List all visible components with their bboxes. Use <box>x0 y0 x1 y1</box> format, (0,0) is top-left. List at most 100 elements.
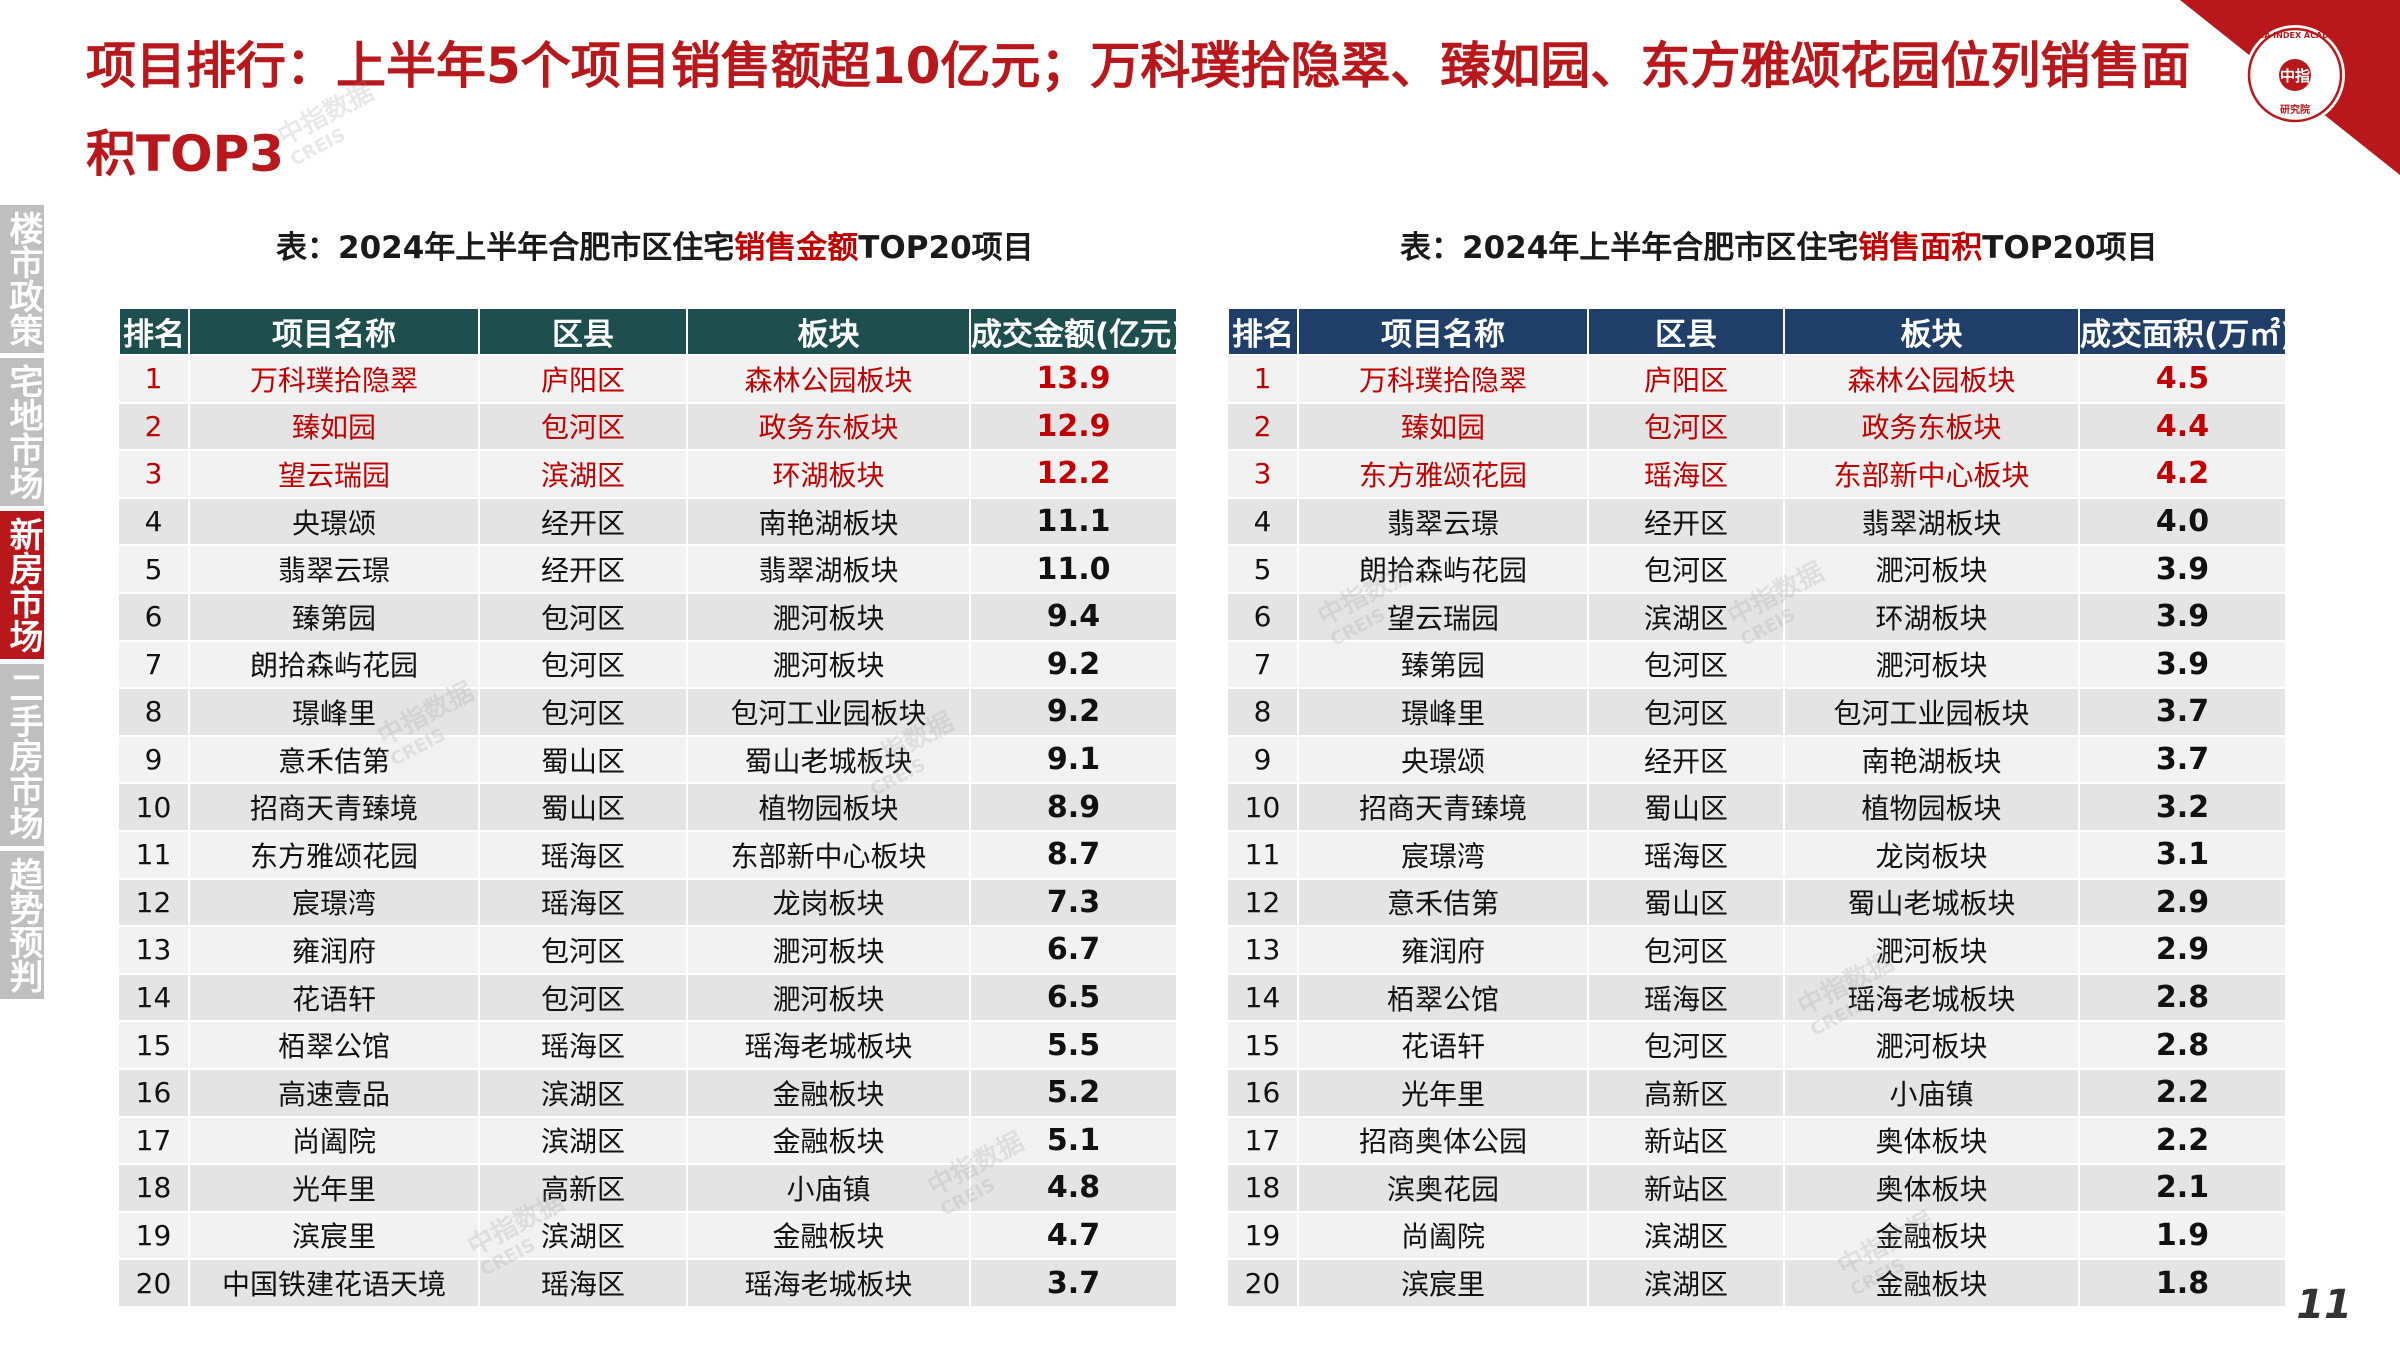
rank-cell: 8 <box>119 688 190 737</box>
header-rank: 排名 <box>1227 307 1299 356</box>
block-cell: 翡翠湖板块 <box>687 545 971 594</box>
value-cell: 8.7 <box>970 830 1178 880</box>
project-name-cell: 央璟颂 <box>189 497 480 547</box>
rank-cell: 15 <box>119 1021 190 1070</box>
block-cell: 奥体板块 <box>1784 1164 2080 1213</box>
project-name-cell: 光年里 <box>1298 1068 1589 1118</box>
value-cell: 4.5 <box>2079 355 2287 404</box>
project-name-cell: 花语轩 <box>189 973 480 1023</box>
district-cell: 经开区 <box>1588 735 1785 785</box>
logo-sub-text: 研究院 <box>2280 103 2310 116</box>
side-nav-item-policy[interactable]: 楼市政策 <box>0 205 44 353</box>
header-rank: 排名 <box>118 307 190 356</box>
district-cell: 蜀山区 <box>479 783 688 832</box>
value-cell: 3.1 <box>2079 830 2287 880</box>
block-cell: 南艳湖板块 <box>687 497 971 547</box>
block-cell: 淝河板块 <box>1784 640 2080 690</box>
block-cell: 瑶海老城板块 <box>687 1021 971 1070</box>
table-row: 7 臻第园 包河区 淝河板块 3.9 <box>1228 640 2287 690</box>
header-amount: 成交金额(亿元) <box>969 307 1178 356</box>
block-cell: 蜀山老城板块 <box>1784 878 2080 928</box>
table-row: 9 央璟颂 经开区 南艳湖板块 3.7 <box>1228 735 2287 785</box>
value-cell: 3.9 <box>2079 592 2287 642</box>
district-cell: 包河区 <box>1588 545 1785 594</box>
block-cell: 淝河板块 <box>687 973 971 1023</box>
rank-cell: 9 <box>1228 735 1299 785</box>
district-cell: 滨湖区 <box>479 1068 688 1118</box>
project-name-cell: 望云瑞园 <box>189 450 480 499</box>
value-cell: 2.9 <box>2079 926 2287 975</box>
value-cell: 4.7 <box>970 1211 1178 1261</box>
block-cell: 政务东板块 <box>687 402 971 452</box>
block-cell: 淝河板块 <box>687 592 971 642</box>
district-cell: 经开区 <box>1588 497 1785 547</box>
table-row: 1 万科璞拾隐翠 庐阳区 森林公园板块 13.9 <box>119 355 1178 404</box>
value-cell: 3.2 <box>2079 783 2287 832</box>
table-row: 2 臻如园 包河区 政务东板块 4.4 <box>1228 402 2287 452</box>
value-cell: 9.4 <box>970 592 1178 642</box>
table-row: 15 栢翠公馆 瑶海区 瑶海老城板块 5.5 <box>119 1021 1178 1070</box>
logo-seal-ring <box>2247 27 2343 123</box>
side-nav-item-land[interactable]: 宅地市场 <box>0 358 44 506</box>
table-row: 1 万科璞拾隐翠 庐阳区 森林公园板块 4.5 <box>1228 355 2287 404</box>
rank-cell: 14 <box>119 973 190 1023</box>
value-cell: 3.9 <box>2079 640 2287 690</box>
project-name-cell: 光年里 <box>189 1164 480 1213</box>
rank-cell: 4 <box>1228 497 1299 547</box>
value-cell: 6.7 <box>970 926 1178 975</box>
table-row: 3 东方雅颂花园 瑶海区 东部新中心板块 4.2 <box>1228 450 2287 499</box>
project-name-cell: 望云瑞园 <box>1298 592 1589 642</box>
rank-cell: 3 <box>1228 450 1299 499</box>
caption-highlight: 销售金额 <box>734 230 859 266</box>
district-cell: 新站区 <box>1588 1164 1785 1213</box>
rank-cell: 19 <box>119 1211 190 1261</box>
district-cell: 经开区 <box>479 497 688 547</box>
side-nav-item-new-house[interactable]: 新房市场 <box>0 511 44 659</box>
project-name-cell: 高速壹品 <box>189 1068 480 1118</box>
block-cell: 包河工业园板块 <box>687 688 971 737</box>
block-cell: 龙岗板块 <box>1784 830 2080 880</box>
district-cell: 滨湖区 <box>1588 1211 1785 1261</box>
table-row: 9 意禾佶第 蜀山区 蜀山老城板块 9.1 <box>119 735 1178 785</box>
value-cell: 2.8 <box>2079 1021 2287 1070</box>
value-cell: 3.7 <box>970 1259 1178 1308</box>
project-name-cell: 尚阖院 <box>1298 1211 1589 1261</box>
rank-cell: 2 <box>1228 402 1299 452</box>
district-cell: 滨湖区 <box>1588 592 1785 642</box>
value-cell: 5.2 <box>970 1068 1178 1118</box>
value-cell: 2.1 <box>2079 1164 2287 1213</box>
block-cell: 翡翠湖板块 <box>1784 497 2080 547</box>
table-row: 7 朗拾森屿花园 包河区 淝河板块 9.2 <box>119 640 1178 690</box>
project-name-cell: 东方雅颂花园 <box>1298 450 1589 499</box>
project-name-cell: 雍润府 <box>1298 926 1589 975</box>
block-cell: 金融板块 <box>687 1211 971 1261</box>
value-cell: 12.9 <box>970 402 1178 452</box>
side-nav-item-second-hand[interactable]: 二手房市场 <box>0 664 44 846</box>
value-cell: 2.2 <box>2079 1116 2287 1166</box>
sales-amount-table: 排名 项目名称 区县 板块 成交金额(亿元) 1 万科璞拾隐翠 庐阳区 森林公园板块 1… <box>118 307 1178 1308</box>
table-row: 15 花语轩 包河区 淝河板块 2.8 <box>1228 1021 2287 1070</box>
rank-cell: 16 <box>119 1068 190 1118</box>
side-nav-item-trend[interactable]: 趋势预判 <box>0 851 44 999</box>
block-cell: 金融板块 <box>687 1116 971 1166</box>
left-table-caption: 表：2024年上半年合肥市区住宅销售金额TOP20项目 <box>276 222 1034 267</box>
logo-seal-text: 中指 <box>2280 67 2310 85</box>
project-name-cell: 招商奥体公园 <box>1298 1116 1589 1166</box>
value-cell: 9.1 <box>970 735 1178 785</box>
caption-highlight: 销售面积 <box>1858 230 1983 266</box>
value-cell: 3.7 <box>2079 688 2287 737</box>
table-row: 4 央璟颂 经开区 南艳湖板块 11.1 <box>119 497 1178 547</box>
value-cell: 1.9 <box>2079 1211 2287 1261</box>
header-block: 板块 <box>1783 307 2080 356</box>
rank-cell: 7 <box>1228 640 1299 690</box>
rank-cell: 14 <box>1228 973 1299 1023</box>
header-project: 项目名称 <box>188 307 480 356</box>
table-row: 5 翡翠云璟 经开区 翡翠湖板块 11.0 <box>119 545 1178 594</box>
header-project: 项目名称 <box>1297 307 1589 356</box>
rank-cell: 10 <box>119 783 190 832</box>
value-cell: 4.0 <box>2079 497 2287 547</box>
block-cell: 瑶海老城板块 <box>687 1259 971 1308</box>
project-name-cell: 雍润府 <box>189 926 480 975</box>
district-cell: 包河区 <box>1588 926 1785 975</box>
rank-cell: 18 <box>119 1164 190 1213</box>
